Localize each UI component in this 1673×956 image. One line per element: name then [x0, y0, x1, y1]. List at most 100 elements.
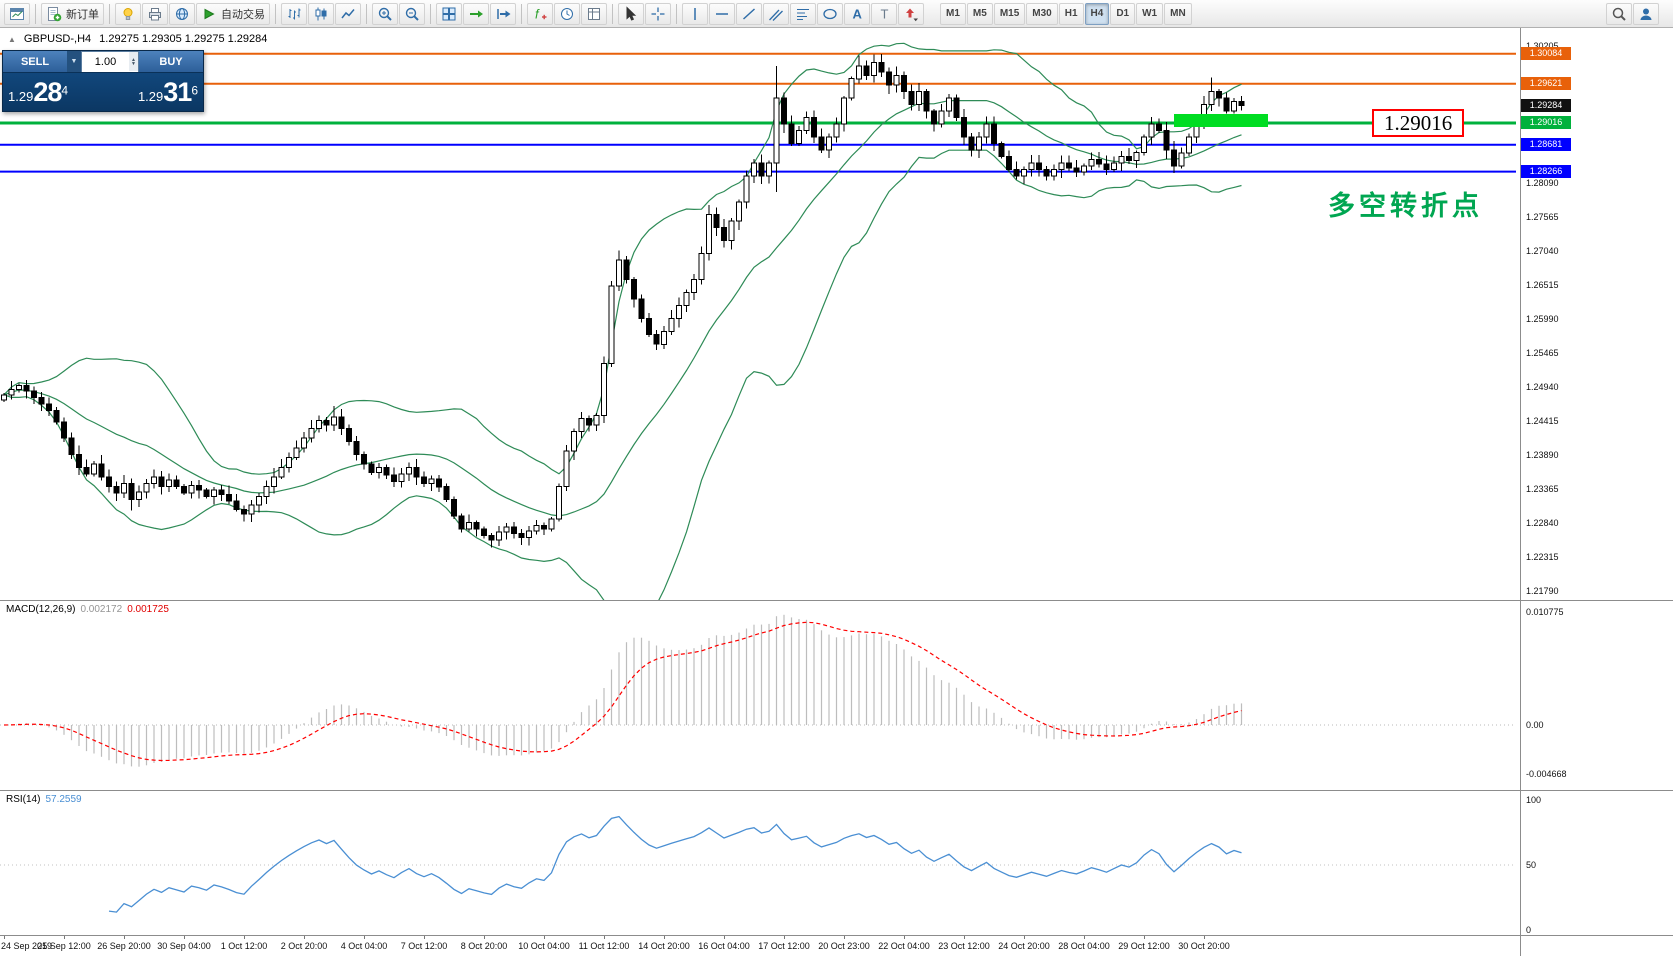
- buy-price[interactable]: 1.29316: [138, 77, 198, 108]
- candle: [586, 415, 592, 432]
- candle: [848, 76, 855, 101]
- volume-spinner[interactable]: ▲ ▼: [129, 52, 138, 71]
- price-tick: 1.30205: [1526, 41, 1559, 51]
- hline-icon: [716, 12, 728, 15]
- cursor-button[interactable]: [618, 2, 644, 25]
- candle: [923, 89, 930, 119]
- indicators-button[interactable]: f: [527, 2, 553, 25]
- line-chart-button[interactable]: [335, 2, 361, 25]
- candle: [938, 103, 945, 128]
- chart-shift-button[interactable]: [490, 2, 516, 25]
- print-button[interactable]: [142, 2, 168, 25]
- time-tick: [304, 935, 305, 939]
- time-tick: [424, 935, 425, 939]
- timeframe-m5-button[interactable]: M5: [966, 2, 993, 25]
- autotrade-button[interactable]: 自动交易: [196, 2, 270, 25]
- tile-windows-button[interactable]: [436, 2, 462, 25]
- new-chart-button[interactable]: [4, 2, 30, 25]
- templates-button[interactable]: [581, 2, 607, 25]
- spinner-down-icon[interactable]: ▼: [131, 60, 136, 67]
- macd-panel-divider[interactable]: [0, 600, 1673, 601]
- news-button[interactable]: [115, 2, 141, 25]
- community-chat-button[interactable]: [1633, 2, 1659, 25]
- search-button[interactable]: [1606, 2, 1632, 25]
- macd-signal-value: 0.001725: [127, 604, 169, 615]
- price-callout-label[interactable]: 1.29016: [1372, 109, 1465, 137]
- chart-panel[interactable]: ▲ GBPUSD-,H4 1.29275 1.29305 1.29275 1.2…: [0, 28, 1520, 600]
- annotation-text[interactable]: 多空转折点: [1328, 191, 1483, 221]
- time-axis[interactable]: 24 Sep 2019 25 Sep 12:00 26 Sep 20:00 30 Se…: [0, 935, 1520, 956]
- bar-chart-icon: [288, 8, 301, 19]
- periods-button[interactable]: [554, 2, 580, 25]
- candle: [818, 128, 825, 153]
- time-label: 29 Oct 12:00: [1118, 941, 1170, 951]
- candle: [241, 505, 247, 522]
- timeframe-m1-button[interactable]: M1: [940, 2, 966, 25]
- zoom-in-button[interactable]: [372, 2, 398, 25]
- timeframe-m15-button[interactable]: M15: [993, 2, 1026, 25]
- toolbar: 新订单 自动交易 f A T M1 M5 M15 M30 H1 H4 D1 W1 MN: [0, 0, 1673, 28]
- text-button[interactable]: A: [844, 2, 870, 25]
- shapes-button[interactable]: [817, 2, 843, 25]
- trendline-button[interactable]: [736, 2, 762, 25]
- time-tick: [844, 935, 845, 939]
- candle: [68, 432, 75, 460]
- candle: [811, 110, 817, 144]
- highlight-rectangle[interactable]: [1174, 114, 1268, 127]
- candle: [743, 170, 750, 209]
- bar-chart-button[interactable]: [281, 2, 307, 25]
- rsi-panel[interactable]: [0, 790, 1520, 935]
- horizontal-line-button[interactable]: [709, 2, 735, 25]
- candle: [1126, 148, 1132, 164]
- candle: [1036, 155, 1042, 177]
- candle: [421, 471, 427, 487]
- arrows-button[interactable]: [898, 2, 924, 25]
- time-tick: [1024, 935, 1025, 939]
- timeframe-w1-button[interactable]: W1: [1136, 2, 1164, 25]
- community-button[interactable]: [169, 2, 195, 25]
- price-chart-surface[interactable]: [0, 28, 1520, 600]
- candle: [1178, 147, 1185, 169]
- buy-button[interactable]: BUY: [139, 51, 203, 72]
- price-tick: 1.24415: [1526, 416, 1559, 426]
- rsi-panel-divider[interactable]: [0, 790, 1673, 791]
- candle: [766, 160, 772, 184]
- new-order-button[interactable]: 新订单: [41, 2, 104, 25]
- vertical-line-button[interactable]: [682, 2, 708, 25]
- toolbar-separator: [521, 3, 522, 24]
- channel-button[interactable]: [763, 2, 789, 25]
- time-label: 30 Oct 20:00: [1178, 941, 1230, 951]
- time-tick: [64, 935, 65, 939]
- volume-input[interactable]: [82, 52, 138, 72]
- candle: [406, 462, 412, 482]
- timeframe-mn-button[interactable]: MN: [1164, 2, 1192, 25]
- time-label: 14 Oct 20:00: [638, 941, 690, 951]
- toolbar-separator: [109, 3, 110, 24]
- fibonacci-button[interactable]: [790, 2, 816, 25]
- candle: [1066, 155, 1072, 171]
- toolbar-separator: [676, 3, 677, 24]
- volume-dropdown-caret-icon[interactable]: ▼: [67, 51, 81, 72]
- spinner-up-icon[interactable]: ▲: [131, 56, 136, 63]
- crosshair-button[interactable]: [645, 2, 671, 25]
- auto-scroll-button[interactable]: [463, 2, 489, 25]
- candle: [563, 444, 570, 491]
- text-label-button[interactable]: T: [871, 2, 897, 25]
- macd-panel[interactable]: [0, 600, 1520, 790]
- timeframe-m30-button[interactable]: M30: [1026, 2, 1058, 25]
- sell-button[interactable]: SELL: [3, 51, 67, 72]
- timeframe-h4-button[interactable]: H4: [1084, 2, 1110, 25]
- macd-scale-tick: 0.00: [1526, 720, 1544, 730]
- candle: [1028, 155, 1035, 177]
- sell-price[interactable]: 1.29284: [8, 77, 68, 108]
- time-label: 7 Oct 12:00: [400, 941, 448, 951]
- candle: [1, 392, 7, 402]
- price-tick: 1.21790: [1526, 586, 1559, 596]
- timeframe-h1-button[interactable]: H1: [1058, 2, 1084, 25]
- price-scale[interactable]: 1.30205 1.28090 1.27565 1.27040 1.26515 1.259…: [1521, 0, 1672, 956]
- candlestick-chart-button[interactable]: [308, 2, 334, 25]
- print-icon: [149, 7, 161, 20]
- candle: [773, 65, 780, 192]
- zoom-out-button[interactable]: [399, 2, 425, 25]
- timeframe-d1-button[interactable]: D1: [1110, 2, 1136, 25]
